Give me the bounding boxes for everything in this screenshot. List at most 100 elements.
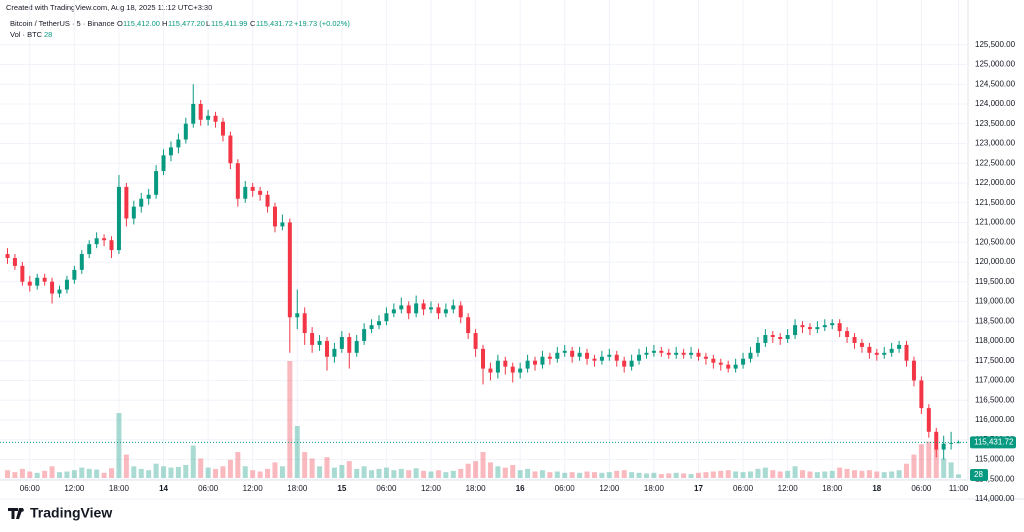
- volume-bar: [168, 467, 174, 478]
- candle-body: [42, 277, 47, 282]
- y-tick-label: 125,000.00: [975, 60, 1016, 69]
- candle-body: [525, 360, 530, 369]
- candle-body: [889, 348, 894, 353]
- volume-bar: [175, 466, 181, 478]
- candle-body: [198, 103, 203, 120]
- y-tick-label: 114,500.00: [975, 474, 1015, 483]
- volume-bar: [866, 470, 872, 478]
- candle-body: [770, 335, 775, 337]
- volume-bar: [651, 472, 657, 478]
- last-volume-label: 28: [974, 470, 983, 479]
- volume-bar: [770, 470, 776, 478]
- candle-body: [362, 329, 367, 341]
- volume-bar: [896, 470, 902, 478]
- volume-bar: [153, 463, 159, 478]
- y-tick-label: 117,000.00: [975, 376, 1015, 385]
- candle-body: [941, 443, 946, 450]
- y-tick-label: 122,000.00: [975, 178, 1016, 187]
- candle-body: [651, 350, 656, 353]
- candle-body: [741, 358, 746, 365]
- volume-bar: [636, 472, 642, 478]
- volume-bar: [554, 471, 560, 478]
- candle-body: [369, 325, 374, 330]
- volume-bar: [421, 470, 427, 478]
- volume-bar: [725, 470, 731, 478]
- candle-body: [131, 206, 136, 219]
- y-tick-label: 114,000.00: [975, 494, 1015, 503]
- volume-bar: [57, 472, 63, 478]
- candle-body: [488, 368, 493, 373]
- candle-body: [50, 281, 55, 294]
- x-tick-label: 12:00: [64, 484, 85, 493]
- volume-bar: [733, 471, 739, 478]
- volume-bar: [369, 470, 375, 478]
- volume-bar: [933, 449, 939, 478]
- candle-body: [391, 309, 396, 314]
- volume-bar: [495, 466, 501, 478]
- volume-bar: [703, 472, 709, 478]
- candle-body: [830, 323, 835, 326]
- candle-body: [659, 350, 664, 353]
- volume-bar: [279, 466, 285, 478]
- candle-body: [213, 115, 218, 122]
- volume-bar: [569, 472, 575, 478]
- volume-bar: [49, 466, 55, 478]
- candle-body: [35, 277, 40, 286]
- candle-body: [956, 442, 961, 444]
- candle-body: [87, 244, 92, 255]
- volume-bar: [331, 467, 337, 478]
- candle-body: [510, 366, 515, 373]
- volume-bar: [391, 470, 397, 478]
- volume-bar: [406, 470, 412, 478]
- volume-bar: [131, 466, 137, 478]
- candle-body: [176, 139, 181, 148]
- volume-bar: [354, 468, 360, 478]
- candle-body: [191, 103, 196, 124]
- candle-body: [466, 317, 471, 334]
- volume-bar: [242, 466, 248, 478]
- volume-bar: [792, 466, 798, 478]
- candle-body: [867, 346, 872, 353]
- volume-bar: [629, 472, 635, 478]
- volume-bar: [599, 472, 605, 478]
- volume-bar: [829, 470, 835, 478]
- volume-bar: [621, 470, 627, 478]
- last-price-box: [970, 436, 1016, 449]
- y-tick-label: 123,000.00: [975, 139, 1016, 148]
- x-tick-label: 12:00: [243, 484, 264, 493]
- candle-body: [674, 352, 679, 355]
- volume-bar: [302, 452, 308, 478]
- volume-bar: [183, 465, 189, 478]
- y-tick-label: 125,500.00: [975, 40, 1016, 49]
- volume-bar: [695, 472, 701, 478]
- volume-bar: [844, 468, 850, 478]
- low: 115,411.99: [211, 19, 247, 28]
- volume-bar: [443, 472, 449, 478]
- candle-body: [72, 269, 77, 280]
- candle-body: [302, 313, 307, 334]
- close: 115,431.72: [256, 19, 293, 28]
- c-key: C: [250, 19, 256, 28]
- volume-bar: [5, 470, 10, 478]
- candle-body: [585, 352, 590, 359]
- volume-bar: [577, 472, 583, 478]
- candle-body: [763, 335, 768, 343]
- candle-body: [154, 171, 159, 195]
- candle-body: [332, 348, 337, 357]
- volume-bar: [346, 461, 352, 478]
- candle-body: [324, 340, 329, 357]
- y-tick-label: 119,500.00: [975, 277, 1015, 286]
- volume-bar: [688, 474, 694, 478]
- o-key: O: [117, 19, 123, 28]
- volume-bar: [785, 470, 791, 478]
- candle-body: [272, 206, 277, 227]
- volume-bar: [889, 471, 895, 478]
- x-tick-label: 18:00: [644, 484, 665, 493]
- volume-bar: [740, 472, 746, 478]
- volume-bar: [807, 471, 813, 478]
- candle-body: [785, 335, 790, 339]
- candle-body: [555, 352, 560, 359]
- volume-bar: [510, 465, 516, 478]
- candle-body: [904, 344, 909, 361]
- x-tick-label: 06:00: [20, 484, 41, 493]
